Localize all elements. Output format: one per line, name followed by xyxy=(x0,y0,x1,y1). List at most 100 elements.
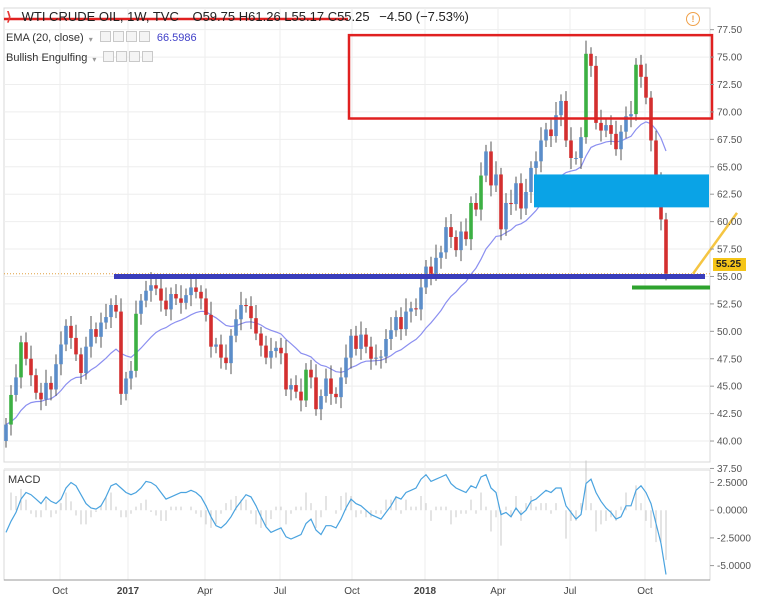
time-tick-label: Oct xyxy=(52,586,68,597)
candle-body xyxy=(369,346,373,359)
candle-body xyxy=(429,266,433,275)
candle-body xyxy=(274,347,278,352)
price-tick-label: 47.50 xyxy=(717,354,742,365)
candle-body xyxy=(539,140,543,162)
candle-body xyxy=(89,329,93,347)
ema-legend[interactable]: EMA (20, close) ▾ 66.5986 xyxy=(6,31,197,44)
candle-body xyxy=(334,393,338,398)
time-tick-label: Apr xyxy=(197,586,213,597)
candle-body xyxy=(184,295,188,303)
candle-body xyxy=(534,161,538,168)
candle-body xyxy=(19,342,23,378)
price-axis[interactable]: 77.50 75.00 72.50 70.00 67.50 65.00 62.50 60.00… xyxy=(710,25,742,475)
time-tick-label: Jul xyxy=(564,586,577,597)
pattern-settings-icon[interactable]: ▾ xyxy=(92,55,97,64)
macd-tick-label: 2.5000 xyxy=(717,478,748,489)
candle-body xyxy=(449,227,453,237)
price-tick-label: 52.50 xyxy=(717,299,742,310)
candle-body xyxy=(129,370,133,379)
candle-body xyxy=(324,378,328,397)
candle-body xyxy=(494,174,498,186)
symbol-label[interactable]: WTI CRUDE OIL, 1W, TVC xyxy=(21,9,179,24)
candle-body xyxy=(579,137,583,158)
candle-body xyxy=(514,183,518,205)
candle-body xyxy=(124,378,128,394)
candle-body xyxy=(284,353,288,390)
candle-body xyxy=(599,122,603,131)
candle-body xyxy=(94,329,98,337)
candle-body xyxy=(79,354,83,374)
pattern-close-icon[interactable] xyxy=(142,51,154,62)
ema-line xyxy=(5,121,667,426)
pattern-legend-label: Bullish Engulfing xyxy=(6,52,88,64)
macd-pane-border xyxy=(3,469,711,581)
candle-body xyxy=(14,377,18,395)
candle-body xyxy=(489,151,493,186)
candle-body xyxy=(109,304,113,318)
price-tick-label: 55.00 xyxy=(717,272,742,283)
candle-body xyxy=(604,125,608,131)
candle-body xyxy=(389,330,393,340)
candle-body xyxy=(374,357,378,359)
ema-gear-icon[interactable] xyxy=(112,31,124,42)
macd-tick-label: -2.5000 xyxy=(717,533,751,544)
candle-body xyxy=(544,129,548,141)
candle-body xyxy=(409,308,413,312)
candle-body xyxy=(654,140,658,186)
ema-settings-icon[interactable]: ▾ xyxy=(88,35,93,44)
candle-body xyxy=(459,231,463,251)
candle-body xyxy=(394,317,398,331)
candle-body xyxy=(634,64,638,115)
candle-body xyxy=(314,377,318,410)
candle-body xyxy=(134,313,138,371)
chart-title-row: ⟩ WTI CRUDE OIL, 1W, TVC O59.75 H61.26 L… xyxy=(6,9,469,24)
ema-eye-icon[interactable] xyxy=(99,31,111,42)
time-tick-label: 2018 xyxy=(414,586,437,597)
candle-body xyxy=(164,300,168,310)
candle-body xyxy=(214,344,218,347)
price-tick-label: 67.50 xyxy=(717,135,742,146)
candle-body xyxy=(249,306,253,319)
candle-body xyxy=(584,53,588,138)
time-axis[interactable]: Oct 2017 Apr Jul Oct 2018 Apr Jul Oct xyxy=(4,579,710,597)
pattern-legend[interactable]: Bullish Engulfing ▾ xyxy=(6,51,154,64)
ema-legend-value: 66.5986 xyxy=(156,32,197,44)
candle-body xyxy=(204,298,208,315)
pattern-eye-icon[interactable] xyxy=(103,51,115,62)
candle-body xyxy=(554,115,558,137)
candle-body xyxy=(64,325,68,345)
candle-body xyxy=(639,64,643,77)
warning-icon[interactable]: ! xyxy=(686,12,700,26)
candle-body xyxy=(609,125,613,134)
grid-lines xyxy=(3,7,711,581)
candle-body xyxy=(49,382,53,390)
close-value: C55.25 xyxy=(327,9,370,24)
candle-body xyxy=(439,252,443,258)
price-tick-label: 65.00 xyxy=(717,162,742,173)
price-tick-label: 57.50 xyxy=(717,245,742,256)
ema-plus-icon[interactable] xyxy=(125,31,137,42)
ema-line-layer xyxy=(5,121,667,426)
price-tick-label: 50.00 xyxy=(717,327,742,338)
price-tick-label: 77.50 xyxy=(717,25,742,36)
candle-body xyxy=(39,392,43,400)
pattern-plus-icon[interactable] xyxy=(129,51,141,62)
time-tick-label: Oct xyxy=(344,586,360,597)
candle-body xyxy=(574,157,578,159)
candle-body xyxy=(54,364,58,390)
candle-body xyxy=(219,344,223,358)
ema-close-icon[interactable] xyxy=(138,31,150,42)
candle-body xyxy=(44,382,48,400)
time-tick-label: Oct xyxy=(637,586,653,597)
candle-body xyxy=(99,322,103,337)
candle-body xyxy=(189,287,193,296)
price-pane-border xyxy=(3,7,711,463)
candle-body xyxy=(34,375,38,393)
pattern-gear-icon[interactable] xyxy=(116,51,128,62)
candle-body xyxy=(194,287,198,292)
high-value: H61.26 xyxy=(238,9,281,24)
change-value: −4.50 (−7.53%) xyxy=(379,9,469,24)
candle-body xyxy=(24,342,28,359)
candle-body xyxy=(154,285,158,289)
